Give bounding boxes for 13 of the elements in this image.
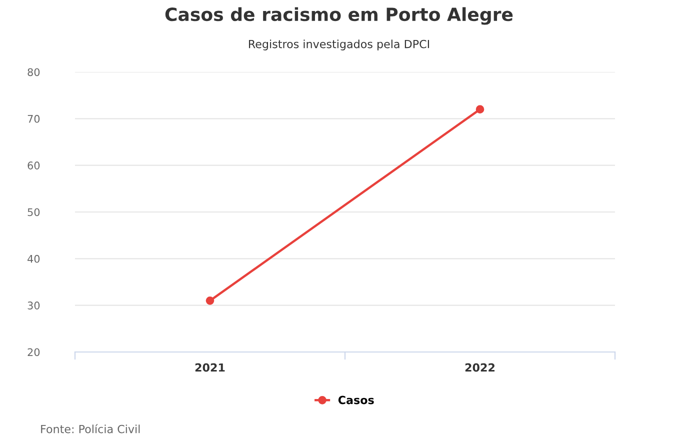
y-tick-label: 20: [28, 348, 40, 356]
y-tick-label: 30: [28, 302, 40, 310]
y-tick-label: 40: [28, 254, 40, 263]
y-tick-label: 50: [28, 208, 40, 216]
x-tick-label: 2021: [195, 363, 225, 372]
source-note: Fonte: Polícia Civil: [41, 424, 140, 434]
x-tick-label: 2022: [465, 363, 494, 372]
chart-title: Casos de racismo em Porto Alegre: [165, 7, 513, 25]
legend-label: Casos: [338, 396, 374, 404]
y-tick-label: 80: [28, 68, 40, 76]
y-tick-label: 70: [28, 114, 40, 123]
chart-subtitle: Registros investigados pela DPCI: [248, 40, 430, 50]
y-tick-label: 60: [28, 162, 40, 170]
